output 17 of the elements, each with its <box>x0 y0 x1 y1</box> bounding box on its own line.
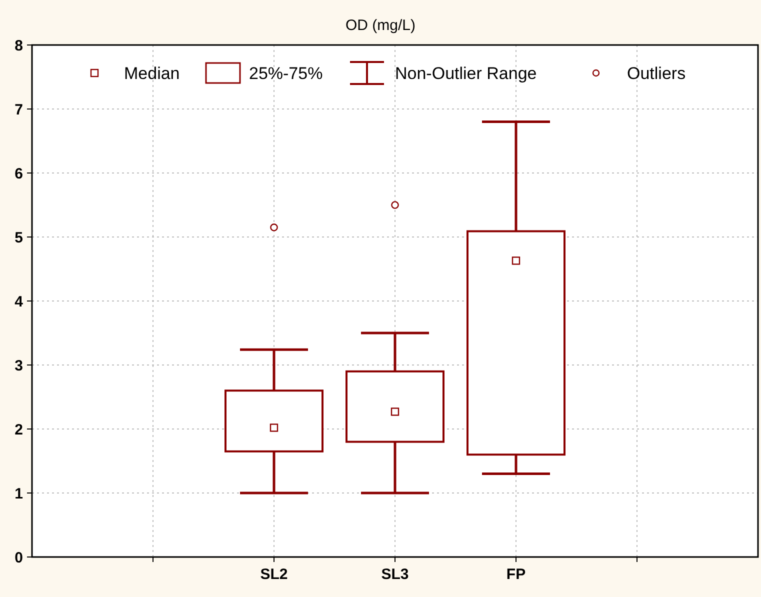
annotation: Outliers <box>627 64 686 83</box>
y-tick-label: 4 <box>14 293 24 310</box>
annotation: 25%-75% <box>249 64 323 83</box>
y-tick-label: 2 <box>14 421 23 438</box>
y-tick-label: 8 <box>14 37 23 54</box>
y-tick-label: 5 <box>14 229 23 246</box>
y-tick-label: 1 <box>14 485 23 502</box>
y-tick-label: 7 <box>14 101 23 118</box>
x-tick-label: FP <box>506 566 526 583</box>
annotation: Median <box>124 64 180 83</box>
y-tick-label: 3 <box>14 357 23 374</box>
x-tick-label: SL2 <box>260 566 288 583</box>
x-tick-label: SL3 <box>381 566 409 583</box>
y-tick-label: 6 <box>14 165 23 182</box>
y-tick-label: 0 <box>14 549 23 566</box>
annotation: Non-Outlier Range <box>395 64 537 83</box>
chart-title: OD (mg/L) <box>345 17 416 34</box>
